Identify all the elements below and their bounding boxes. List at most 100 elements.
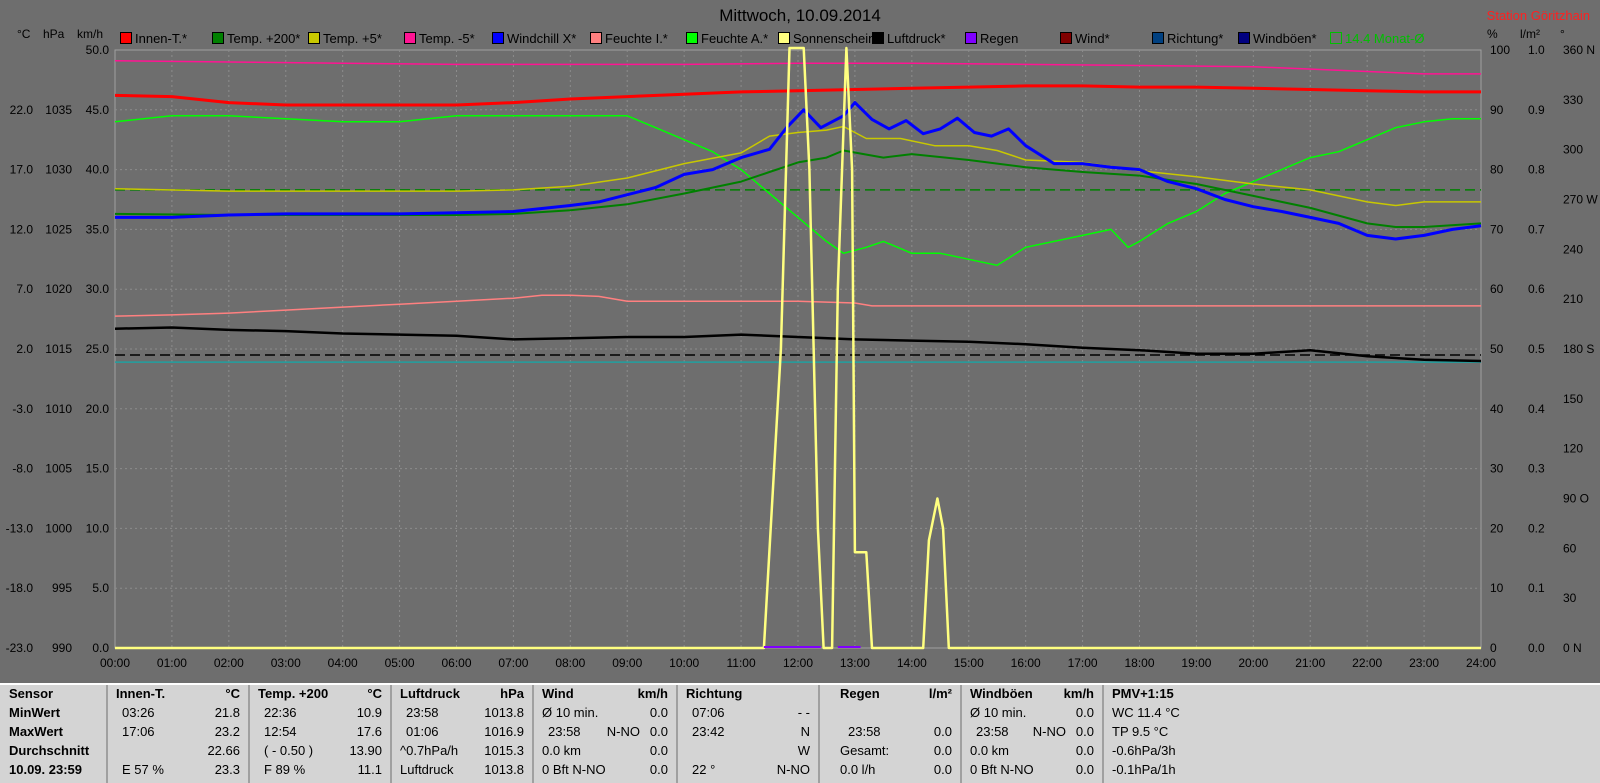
x-tick-label: 20:00 (1238, 656, 1268, 670)
legend-swatch (778, 32, 790, 44)
y-tick-label-degc: 12.0 (10, 222, 34, 236)
series-line (114, 149, 1482, 228)
col-header: Innen-T. (116, 686, 166, 701)
legend-label: Wind* (1075, 31, 1110, 46)
x-tick-label: 22:00 (1352, 656, 1382, 670)
legend-item: Temp. +200* (212, 31, 300, 46)
pmv-line: -0.6hPa/3h (1112, 743, 1176, 758)
y-tick-label-deg: 330 (1563, 93, 1583, 107)
legend-label: Luftdruck* (887, 31, 946, 46)
y-tick-label-kmh: 5.0 (92, 581, 109, 595)
y-tick-label-degc: 17.0 (10, 163, 34, 177)
legend-item: Richtung* (1152, 31, 1223, 46)
y-tick-label-degc: -8.0 (12, 462, 33, 476)
y-tick-label-pct: 50 (1490, 342, 1504, 356)
y-tick-label-deg: 120 (1563, 442, 1583, 456)
y-tick-label-deg: 360 N (1563, 43, 1595, 57)
max-time: 01:06 (406, 724, 439, 739)
row-label-avg: Durchschnitt (9, 743, 90, 758)
legend-item: Feuchte I.* (590, 31, 668, 46)
y-tick-label-lm2: 0.1 (1528, 581, 1545, 595)
col-regen: Regen l/m² 23:58 0.0 Gesamt: 0.0 0.0 l/h 0.0 (820, 685, 962, 783)
legend-label: Innen-T.* (135, 31, 188, 46)
x-tick-label: 07:00 (498, 656, 528, 670)
legend-item: Sonnenschein (778, 31, 875, 46)
legend-item: Luftdruck* (872, 31, 946, 46)
x-tick-label: 06:00 (441, 656, 471, 670)
avg-value: 1015.3 (484, 743, 524, 758)
y-tick-label-lm2: 0.5 (1528, 342, 1545, 356)
max-time: 23:58 (976, 724, 1009, 739)
max-time: 23:58 (548, 724, 581, 739)
col-unit: km/h (1063, 686, 1094, 701)
avg-value: 22.66 (207, 743, 240, 758)
extra-value: N-NO (776, 762, 810, 777)
legend-label: Windböen* (1253, 31, 1317, 46)
station-name: Station Göritzhain (1486, 8, 1590, 23)
x-tick-label: 19:00 (1181, 656, 1211, 670)
avg-trend: 0.0 km (542, 743, 582, 758)
min-value: 0.0 (649, 705, 668, 720)
col-header: Windböen (970, 686, 1033, 701)
x-tick-label: 04:00 (328, 656, 358, 670)
y-tick-label-hpa: 990 (52, 641, 72, 655)
legend-swatch (404, 32, 416, 44)
legend-label: Feuchte A.* (701, 31, 769, 46)
series-line (115, 46, 1481, 650)
col-unit: hPa (500, 686, 524, 701)
legend-label: Temp. +200* (227, 31, 301, 46)
x-tick-label: 01:00 (157, 656, 187, 670)
avg-value: 0.0 (1075, 743, 1094, 758)
x-tick-label: 12:00 (783, 656, 813, 670)
y-tick-label-hpa: 1025 (45, 222, 72, 236)
axis-head-kmh: km/h (77, 27, 104, 41)
axis-head-degc: °C (17, 27, 31, 41)
legend-item: 14.4 Monat-Ø (1330, 31, 1425, 46)
col-header: Regen (840, 686, 880, 701)
y-tick-label-kmh: 10.0 (86, 521, 110, 535)
legend-label: Regen (980, 31, 1019, 46)
y-tick-label-pct: 80 (1490, 163, 1504, 177)
x-tick-label: 03:00 (271, 656, 301, 670)
pmv-line: TP 9.5 °C (1112, 724, 1169, 739)
y-tick-label-lm2: 0.3 (1528, 462, 1545, 476)
max-value: 0.0 (1075, 724, 1094, 739)
axis-head-lm2: l/m² (1520, 27, 1540, 41)
extra-label: 22 ° (692, 762, 716, 777)
max-value: 17.6 (356, 724, 382, 739)
legend-label: 14.4 Monat-Ø (1345, 31, 1425, 46)
x-tick-label: 15:00 (954, 656, 984, 670)
y-tick-label-deg: 60 (1563, 541, 1577, 555)
row-label-extra: 10.09. 23:59 (9, 762, 83, 777)
y-tick-label-deg: 0 N (1563, 641, 1582, 655)
y-tick-label-lm2: 1.0 (1528, 43, 1545, 57)
y-tick-label-pct: 60 (1490, 282, 1504, 296)
extra-label: 0 Bft N-NO (970, 762, 1034, 777)
x-tick-label: 23:00 (1409, 656, 1439, 670)
legend-swatch (590, 32, 602, 44)
y-tick-label-kmh: 30.0 (86, 282, 110, 296)
col-header: Sensor (9, 686, 54, 701)
legend-swatch (120, 32, 132, 44)
y-tick-label-degc: 22.0 (10, 103, 34, 117)
avg-value: 0.0 (933, 743, 952, 758)
col-pmv: PMV+1:15 WC 11.4 °C TP 9.5 °C -0.6hPa/3h… (1104, 685, 1598, 783)
max-time: 23:58 (848, 724, 881, 739)
legend-swatch (1238, 32, 1250, 44)
min-time: 22:36 (264, 705, 297, 720)
x-tick-label: 10:00 (669, 656, 699, 670)
col-sensor: Sensor MinWert MaxWert Durchschnitt 10.0… (0, 685, 108, 783)
legend-swatch (1152, 32, 1164, 44)
y-tick-label-lm2: 0.6 (1528, 282, 1545, 296)
y-tick-label-pct: 30 (1490, 462, 1504, 476)
y-tick-label-pct: 70 (1490, 222, 1504, 236)
legend-swatch (686, 32, 698, 44)
series-line (114, 294, 1481, 317)
chart-area: 00:00 01:00 02:00 03:00 04:00 05:00 06:00 07:00… (6, 6, 1599, 670)
y-tick-label-degc: -3.0 (12, 402, 33, 416)
y-tick-label-deg: 30 (1563, 591, 1577, 605)
legend-item: Wind* (1060, 31, 1110, 46)
legend-swatch (212, 32, 224, 44)
avg-value: 0.0 (649, 743, 668, 758)
col-richtung: Richtung 07:06 - - 23:42 N W 22 ° N-NO (678, 685, 820, 783)
